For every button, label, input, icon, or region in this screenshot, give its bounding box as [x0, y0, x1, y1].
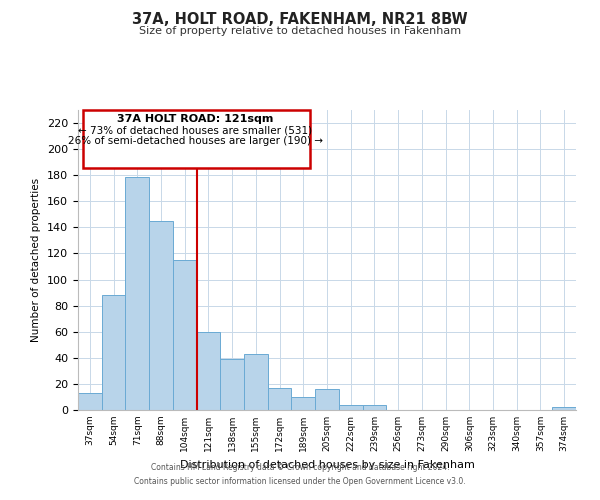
Text: Contains HM Land Registry data © Crown copyright and database right 2024.: Contains HM Land Registry data © Crown c… [151, 464, 449, 472]
Bar [149, 221, 173, 410]
Text: ← 73% of detached houses are smaller (531): ← 73% of detached houses are smaller (53… [78, 126, 312, 136]
Bar [552, 408, 576, 410]
Bar [244, 354, 268, 410]
Bar [292, 397, 315, 410]
Bar [78, 393, 102, 410]
Bar [315, 389, 339, 410]
Bar [125, 176, 149, 410]
X-axis label: Distribution of detached houses by size in Fakenham: Distribution of detached houses by size … [179, 460, 475, 469]
Text: 37A, HOLT ROAD, FAKENHAM, NR21 8BW: 37A, HOLT ROAD, FAKENHAM, NR21 8BW [132, 12, 468, 28]
Text: Contains public sector information licensed under the Open Government Licence v3: Contains public sector information licen… [134, 477, 466, 486]
Bar [362, 405, 386, 410]
FancyBboxPatch shape [83, 110, 310, 168]
Bar [102, 295, 125, 410]
Bar [197, 332, 220, 410]
Text: Size of property relative to detached houses in Fakenham: Size of property relative to detached ho… [139, 26, 461, 36]
Bar [339, 405, 362, 410]
Bar [268, 388, 292, 410]
Bar [173, 260, 197, 410]
Bar [220, 359, 244, 410]
Text: 26% of semi-detached houses are larger (190) →: 26% of semi-detached houses are larger (… [68, 136, 323, 146]
Text: 37A HOLT ROAD: 121sqm: 37A HOLT ROAD: 121sqm [117, 114, 273, 124]
Y-axis label: Number of detached properties: Number of detached properties [31, 178, 41, 342]
